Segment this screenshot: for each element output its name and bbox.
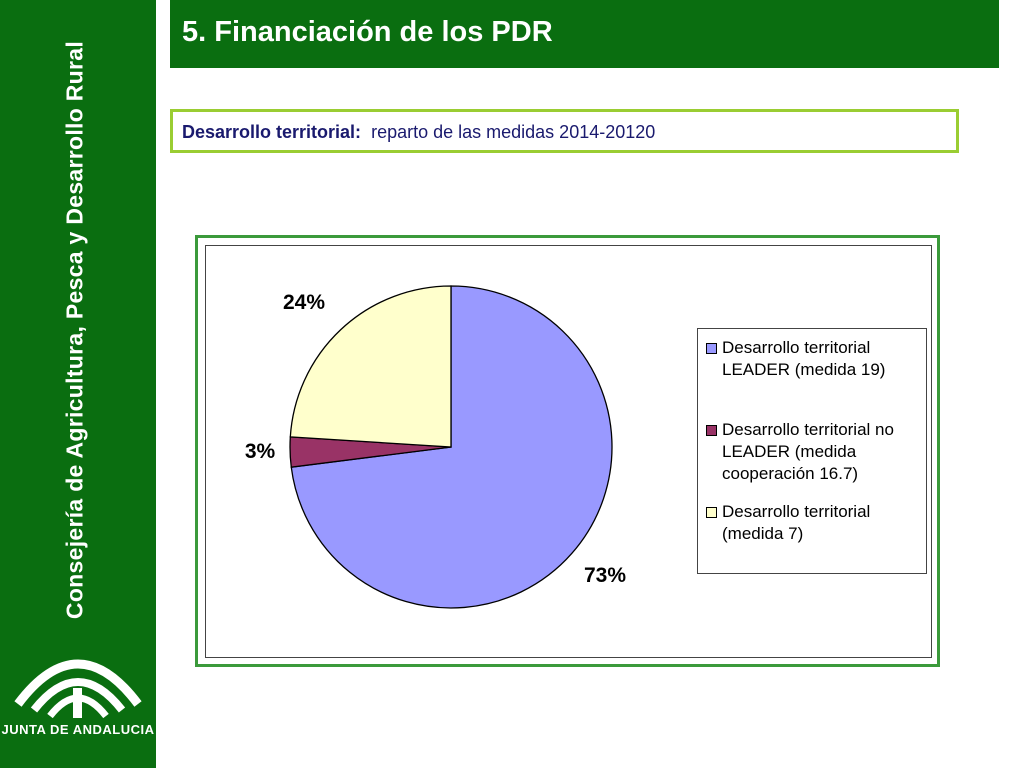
subtitle: Desarrollo territorial: reparto de las m… bbox=[182, 122, 655, 143]
legend-label: Desarrollo territorial no LEADER (medida… bbox=[722, 420, 894, 483]
subtitle-box: Desarrollo territorial: reparto de las m… bbox=[170, 109, 959, 153]
legend-swatch-icon bbox=[706, 343, 717, 354]
title-bar: 5. Financiación de los PDR bbox=[170, 0, 999, 68]
page-title: 5. Financiación de los PDR bbox=[182, 16, 553, 48]
subtitle-rest: reparto de las medidas 2014-20120 bbox=[371, 122, 656, 142]
legend-swatch-icon bbox=[706, 425, 717, 436]
data-label: 3% bbox=[245, 440, 276, 463]
pie-slice bbox=[289, 285, 452, 448]
data-label: 24% bbox=[283, 291, 325, 314]
logo-text: JUNTA DE ANDALUCIA bbox=[1, 722, 155, 737]
legend-label: Desarrollo territorial LEADER (medida 19… bbox=[722, 338, 886, 379]
sidebar: Consejería de Agricultura, Pesca y Desar… bbox=[0, 0, 156, 768]
subtitle-bold: Desarrollo territorial: bbox=[182, 122, 362, 142]
chart-legend: Desarrollo territorial LEADER (medida 19… bbox=[697, 328, 927, 574]
legend-swatch-icon bbox=[706, 507, 717, 518]
data-label: 73% bbox=[584, 564, 626, 587]
legend-label: Desarrollo territorial (medida 7) bbox=[722, 502, 871, 543]
junta-logo-icon bbox=[14, 659, 142, 719]
